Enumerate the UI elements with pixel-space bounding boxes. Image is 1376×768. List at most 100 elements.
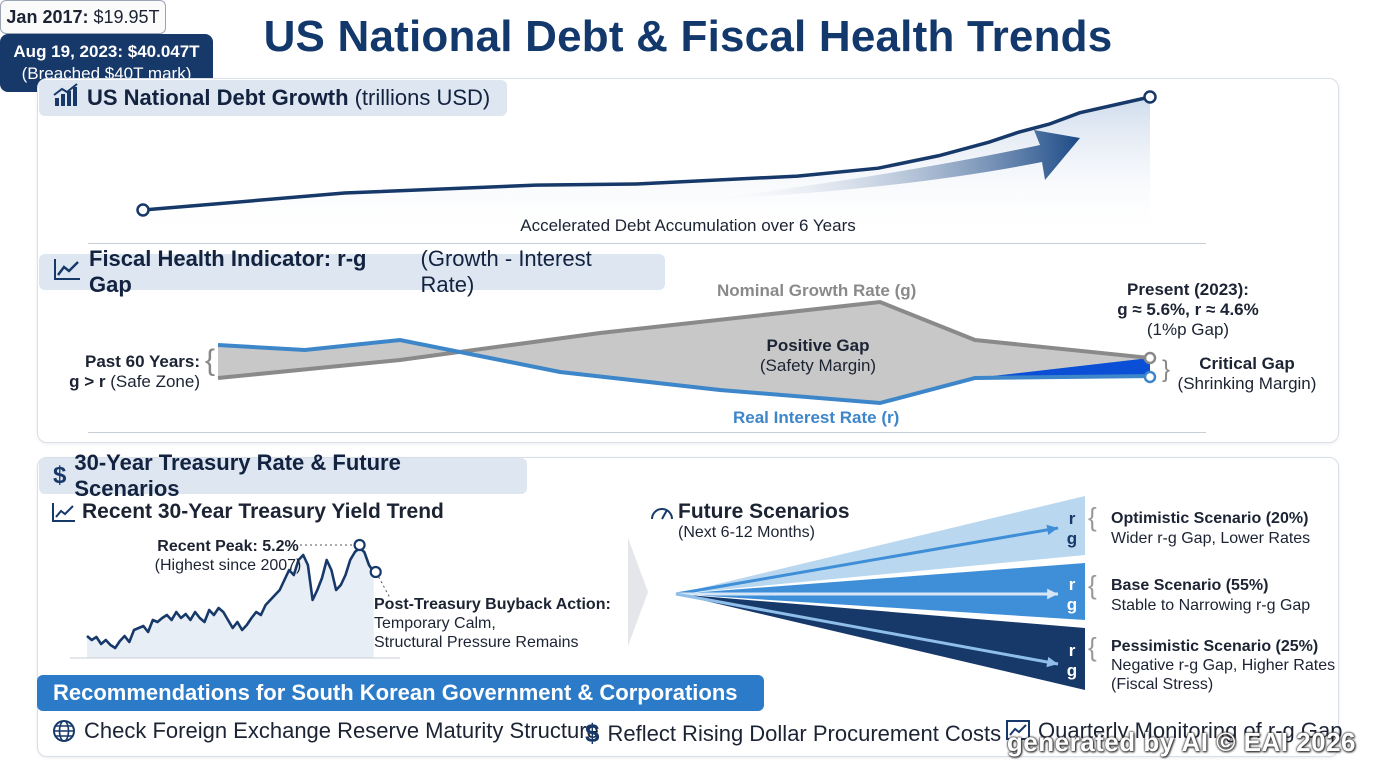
scenarios-title: Future Scenarios xyxy=(678,500,850,523)
dollar-icon: $ xyxy=(53,462,67,489)
bar-chart-icon xyxy=(53,83,79,113)
debt-growth-header: US National Debt Growth (trillions USD) xyxy=(39,80,507,116)
yield-area xyxy=(87,548,374,658)
rg-gap-title: Fiscal Health Indicator: r-g Gap xyxy=(89,246,367,297)
rg-gap-subtitle: (Growth - Interest Rate) xyxy=(420,246,592,297)
yield-post-line3: Structural Pressure Remains xyxy=(374,634,579,651)
gauge-icon xyxy=(650,503,674,521)
positive-gap-note: (Safety Margin) xyxy=(759,356,877,375)
scenario-optimistic-name: Optimistic Scenario (20%) xyxy=(1111,510,1309,527)
critical-gap-area xyxy=(975,358,1150,378)
rg-past-zone: (Safe Zone) xyxy=(110,372,200,391)
rg-left-brace: { xyxy=(205,344,216,377)
scenario-brace-3: { xyxy=(1088,632,1097,662)
g-series-label: Nominal Growth Rate (g) xyxy=(717,281,917,300)
optimistic-wedge xyxy=(676,496,1085,594)
debt-start-date: Jan 2017: xyxy=(6,6,89,27)
scenario-pessimistic-name: Pessimistic Scenario (25%) xyxy=(1111,638,1319,655)
scenario-brace-1: { xyxy=(1088,502,1097,532)
debt-start-point xyxy=(136,203,150,217)
scenario-brace-2: { xyxy=(1088,570,1097,600)
globe-icon xyxy=(52,719,76,743)
debt-divider xyxy=(88,243,1206,244)
recommendation-3-text: Quarterly Monitoring of r-g Gap xyxy=(1038,718,1343,743)
scenario-r-1: r xyxy=(1068,509,1076,528)
scenario-g-1: g xyxy=(1066,529,1078,548)
recommendation-2: $ Reflect Rising Dollar Procurement Cost… xyxy=(585,718,1001,749)
scenario-g-3: g xyxy=(1066,661,1078,680)
recommendations-header: Recommendations for South Korean Governm… xyxy=(37,675,764,711)
r-series-line xyxy=(217,337,1151,406)
critical-gap-title: Critical Gap xyxy=(1199,354,1295,373)
debt-caption: Accelerated Debt Accumulation over 6 Yea… xyxy=(520,216,856,235)
yield-peak-point xyxy=(353,538,366,552)
scenario-g-2: g xyxy=(1066,595,1078,614)
rg-past-line1: Past 60 Years: xyxy=(85,352,200,371)
critical-gap-note: (Shrinking Margin) xyxy=(1177,374,1317,393)
yield-last-point xyxy=(369,565,382,579)
critical-gap-label: Critical Gap (Shrinking Margin) xyxy=(1172,354,1322,394)
positive-gap-title: Positive Gap xyxy=(766,336,870,355)
debt-end-point xyxy=(1143,90,1157,104)
post-leader xyxy=(378,576,391,599)
present-line1: Present (2023): xyxy=(1127,280,1249,299)
rg-past-g-gt-r: g > r xyxy=(69,372,106,391)
g-present-point xyxy=(1143,351,1157,365)
critical-brace: } xyxy=(1162,356,1171,383)
debt-growth-title: US National Debt Growth xyxy=(87,85,349,110)
line-chart-icon xyxy=(53,257,81,287)
pessimistic-arrow-shaft xyxy=(675,592,1059,666)
r-present-point xyxy=(1143,370,1157,384)
yield-peak-value: Recent Peak: 5.2% xyxy=(157,538,299,555)
yield-post-label: Post-Treasury Buyback Action: Temporary … xyxy=(374,595,611,652)
dollar-icon-2: $ xyxy=(585,718,600,748)
watermark: generated by AI © EAI 2026 xyxy=(1006,727,1356,757)
optimistic-arrow-shaft xyxy=(675,526,1059,596)
yield-line xyxy=(86,546,375,650)
rg-divider xyxy=(88,432,1206,433)
scenario-pessimistic: Pessimistic Scenario (25%) Negative r-g … xyxy=(1111,637,1335,694)
optimistic-arrow-head xyxy=(1046,524,1058,535)
present-label: Present (2023): g ≈ 5.6%, r ≈ 4.6% (1%p … xyxy=(1098,280,1278,340)
debt-start-value: $19.95T xyxy=(93,6,160,27)
scenarios-title-row: Future Scenarios xyxy=(650,500,850,524)
rg-past-label: Past 60 Years: g > r (Safe Zone) xyxy=(60,352,200,392)
scenario-pessimistic-desc: Negative r-g Gap, Higher Rates xyxy=(1111,657,1336,674)
debt-growth-unit: (trillions USD) xyxy=(354,85,491,110)
scenario-optimistic: Optimistic Scenario (20%) Wider r-g Gap,… xyxy=(1111,509,1310,549)
monitor-chart-icon xyxy=(1006,720,1030,742)
scenario-optimistic-desc: Wider r-g Gap, Lower Rates xyxy=(1111,530,1311,547)
positive-gap-label: Positive Gap (Safety Margin) xyxy=(738,336,898,376)
scenario-base: Base Scenario (55%) Stable to Narrowing … xyxy=(1111,576,1310,616)
present-line2: g ≈ 5.6%, r ≈ 4.6% xyxy=(1117,300,1259,319)
scenario-r-2: r xyxy=(1068,575,1076,594)
debt-start-callout: Jan 2017: $19.95T xyxy=(0,0,166,34)
base-arrow-head xyxy=(1047,588,1058,600)
page-title: US National Debt & Fiscal Health Trends xyxy=(263,12,1113,61)
g-series-line xyxy=(217,299,1151,380)
r-series-label: Real Interest Rate (r) xyxy=(733,408,900,427)
recommendation-1-text: Check Foreign Exchange Reserve Maturity … xyxy=(84,718,599,743)
recommendation-2-text: Reflect Rising Dollar Procurement Costs xyxy=(607,720,1002,746)
debt-line xyxy=(142,95,1151,212)
yield-peak-label: Recent Peak: 5.2% (Highest since 2007) xyxy=(140,537,316,575)
pessimistic-arrow-head xyxy=(1046,656,1058,668)
present-line3: (1%p Gap) xyxy=(1146,320,1230,339)
trend-icon xyxy=(52,502,76,522)
acceleration-arrow xyxy=(700,130,1080,200)
yield-title-row: Recent 30-Year Treasury Yield Trend xyxy=(52,500,444,524)
recommendation-3: Quarterly Monitoring of r-g Gap xyxy=(1006,718,1342,744)
scenario-pessimistic-desc2: (Fiscal Stress) xyxy=(1111,676,1214,693)
pessimistic-wedge xyxy=(676,594,1085,690)
rg-gap-header: Fiscal Health Indicator: r-g Gap (Growth… xyxy=(39,246,665,297)
scenario-base-name: Base Scenario (55%) xyxy=(1111,577,1269,594)
base-wedge xyxy=(676,563,1085,620)
recommendation-1: Check Foreign Exchange Reserve Maturity … xyxy=(52,718,599,744)
yield-title: Recent 30-Year Treasury Yield Trend xyxy=(82,500,444,523)
yield-post-line2: Temporary Calm, xyxy=(374,615,496,632)
scenario-base-desc: Stable to Narrowing r-g Gap xyxy=(1111,597,1311,614)
treasury-header: $ 30-Year Treasury Rate & Future Scenari… xyxy=(39,450,527,501)
